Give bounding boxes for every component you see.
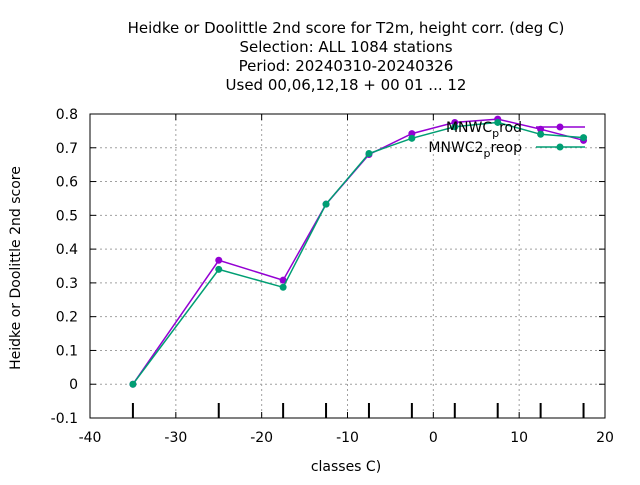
- data-point: [580, 134, 588, 142]
- grid: [90, 114, 605, 418]
- x-axis-label: classes C): [311, 459, 381, 475]
- title-line-2: Selection: ALL 1084 stations: [239, 38, 452, 56]
- x-tick-label: 20: [596, 430, 614, 446]
- y-tick-label: 0.1: [56, 343, 78, 359]
- data-point: [408, 134, 416, 142]
- y-tick-label: -0.1: [51, 411, 78, 427]
- title-line-3: Period: 20240310-20240326: [239, 57, 454, 75]
- data-point: [129, 380, 137, 388]
- legend-label: MNWCprod: [446, 120, 522, 140]
- axis-ticks: -40 -30 -20 -10 0 10 20 -0.1 0 0.1 0.2 0.3 0.4 0.5 0.6…: [51, 107, 614, 446]
- data-point: [279, 276, 287, 284]
- x-tick-label: -10: [336, 430, 359, 446]
- data-point: [279, 283, 287, 291]
- title-line-4: Used 00,06,12,18 + 00 01 ... 12: [226, 76, 467, 94]
- legend-swatch-point: [556, 123, 564, 131]
- data-point: [494, 118, 502, 126]
- series-layer: [129, 115, 588, 388]
- count-bars: [131, 403, 585, 418]
- y-tick-label: 0.2: [56, 310, 78, 326]
- y-tick-label: 0.8: [56, 107, 78, 123]
- legend-label: MNWC2preop: [428, 140, 522, 160]
- chart-title: Heidke or Doolittle 2nd score for T2m, h…: [128, 19, 565, 94]
- x-tick-label: -30: [164, 430, 187, 446]
- series-line: [132, 118, 584, 385]
- x-tick-label: 0: [429, 430, 438, 446]
- x-tick-label: 10: [510, 430, 528, 446]
- data-point: [322, 200, 330, 208]
- y-axis-label: Heidke or Doolittle 2nd score: [8, 166, 24, 370]
- data-point: [365, 150, 373, 158]
- y-tick-label: 0.4: [56, 242, 78, 258]
- title-line-1: Heidke or Doolittle 2nd score for T2m, h…: [128, 19, 565, 37]
- data-point: [451, 123, 459, 131]
- x-tick-label: -20: [250, 430, 273, 446]
- x-tick-label: -40: [79, 430, 102, 446]
- data-point: [215, 265, 223, 273]
- y-tick-label: 0.7: [56, 141, 78, 157]
- y-tick-label: 0.5: [56, 208, 78, 224]
- series-line: [132, 121, 584, 385]
- y-tick-label: 0.3: [56, 276, 78, 292]
- data-point: [537, 130, 545, 138]
- data-point: [215, 256, 223, 264]
- legend-swatch-point: [556, 143, 564, 151]
- y-tick-label: 0: [69, 377, 78, 393]
- y-tick-label: 0.6: [56, 175, 78, 191]
